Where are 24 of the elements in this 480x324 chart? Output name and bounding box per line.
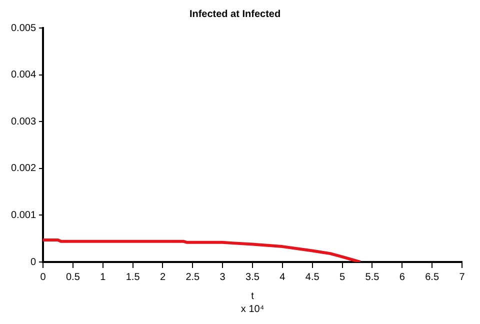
x-axis-title: t (251, 290, 254, 302)
y-tick-label: 0.001 (10, 210, 36, 221)
chart-title: Infected at Infected (189, 8, 281, 20)
x-tick-label: 0.5 (66, 272, 80, 283)
x-tick-label: 4 (280, 272, 286, 283)
x-tick-label: 4.5 (305, 272, 320, 283)
text: x 10⁴ (240, 304, 264, 315)
x-tick-label: 5 (340, 272, 346, 283)
x-tick-label: 1 (100, 272, 106, 283)
y-tick-label: 0 (30, 256, 36, 268)
y-tick-label: 0.004 (10, 70, 36, 81)
x-tick-label: 6 (399, 272, 406, 283)
y-tick-label: 0.003 (10, 116, 36, 128)
x-tick-label: 0 (40, 272, 46, 283)
x-tick-label: 6.5 (425, 272, 440, 283)
y-tick-label: 0.002 (10, 163, 36, 174)
x-tick-label: 5.5 (365, 272, 380, 283)
x-tick-label: 3 (220, 272, 226, 283)
x-tick-label: 1.5 (126, 272, 140, 283)
x-tick-label: 3.5 (246, 272, 260, 283)
x-tick-label: 2.5 (186, 272, 200, 283)
x-tick-label: 7 (459, 272, 466, 283)
y-tick-label: 0.005 (10, 22, 36, 34)
x-tick-label: 2 (160, 272, 166, 283)
